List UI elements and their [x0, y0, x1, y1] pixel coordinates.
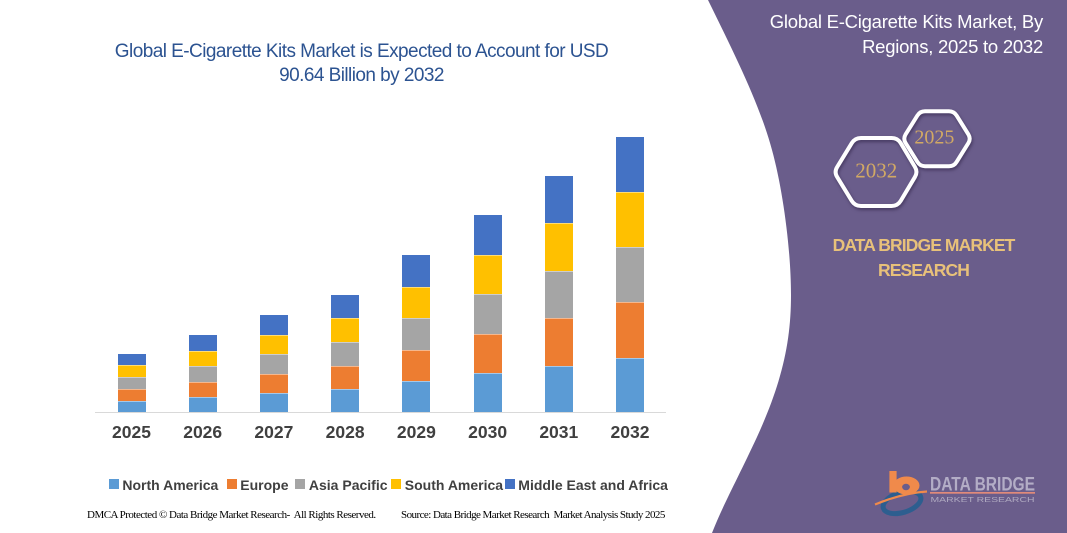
svg-text:2032: 2032: [855, 158, 897, 182]
svg-text:MARKET RESEARCH: MARKET RESEARCH: [931, 497, 1035, 504]
svg-text:DATA BRIDGE: DATA BRIDGE: [930, 474, 1035, 496]
svg-text:2025: 2025: [914, 127, 954, 149]
